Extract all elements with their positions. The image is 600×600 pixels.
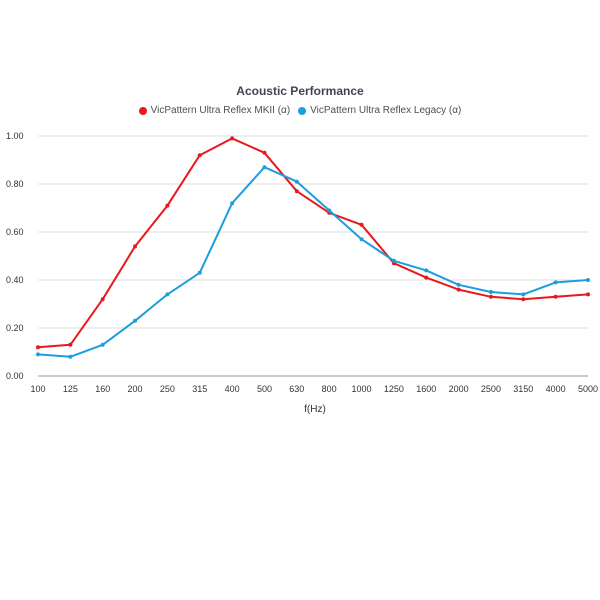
x-tick-label-0: 100: [30, 384, 45, 394]
series-1-point-12: [424, 268, 429, 273]
series-1-point-0: [36, 352, 40, 357]
series-0-point-17: [586, 292, 590, 297]
x-tick-label-2: 160: [95, 384, 110, 394]
series-1-point-15: [521, 292, 526, 297]
y-tick-label-2: 0.40: [6, 275, 24, 285]
series-1-point-4: [165, 292, 170, 297]
series-0-point-0: [36, 345, 40, 350]
series-0-point-8: [294, 189, 299, 194]
series-0-point-12: [424, 275, 429, 280]
x-tick-label-5: 315: [192, 384, 207, 394]
series-0-point-1: [68, 342, 73, 347]
series-0-point-7: [262, 150, 267, 155]
chart-title: Acoustic Performance: [236, 84, 364, 98]
x-tick-label-15: 3150: [513, 384, 533, 394]
series-1-point-8: [294, 179, 299, 184]
legend-label-legacy: VicPattern Ultra Reflex Legacy (α): [310, 105, 462, 116]
series-1-point-16: [553, 280, 558, 285]
series-line-1: [37, 166, 589, 358]
series-1-point-2: [100, 342, 105, 347]
series-1-point-17: [586, 278, 590, 282]
legend-item-mkii[interactable]: VicPattern Ultra Reflex MKII (α): [138, 105, 291, 116]
x-axis-label: f(Hz): [304, 404, 326, 415]
legend-dot-legacy: [298, 106, 307, 115]
y-tick-label-1: 0.20: [6, 323, 24, 333]
x-tick-label-4: 250: [160, 384, 175, 394]
y-tick-label-5: 1.00: [6, 131, 24, 141]
series-1-point-5: [197, 270, 202, 275]
series-1-point-10: [359, 237, 364, 242]
x-tick-label-11: 1250: [384, 384, 404, 394]
series-line-0: [37, 137, 589, 349]
series-1-point-9: [327, 208, 332, 213]
legend-label-mkii: VicPattern Ultra Reflex MKII (α): [150, 105, 291, 116]
x-tick-label-10: 1000: [352, 384, 372, 394]
x-tick-label-1: 125: [63, 384, 78, 394]
x-tick-label-8: 630: [289, 384, 304, 394]
series-0-point-13: [456, 287, 461, 292]
legend: VicPattern Ultra Reflex MKII (α) VicPatt…: [0, 105, 600, 116]
y-tick-label-4: 0.80: [6, 179, 24, 189]
series-1-point-6: [230, 201, 235, 206]
series-1-point-11: [391, 258, 396, 263]
legend-item-legacy[interactable]: VicPattern Ultra Reflex Legacy (α): [298, 105, 461, 116]
x-tick-label-7: 500: [257, 384, 272, 394]
series-0-point-5: [197, 153, 202, 158]
series-0-point-10: [359, 222, 364, 227]
series-0-point-2: [100, 297, 105, 302]
x-tick-label-13: 2000: [449, 384, 469, 394]
series-1-point-1: [68, 354, 73, 359]
x-tick-label-12: 1600: [416, 384, 436, 394]
x-tick-label-16: 4000: [546, 384, 566, 394]
series-1-point-3: [133, 318, 138, 323]
y-tick-label-0: 0.00: [6, 371, 24, 381]
legend-dot-mkii: [138, 106, 147, 115]
series-1-point-7: [262, 165, 267, 170]
series-1-point-13: [456, 282, 461, 287]
series-0-point-16: [553, 294, 558, 299]
x-tick-label-17: 5000: [578, 384, 598, 394]
series-0-point-15: [521, 297, 526, 302]
series-0-point-4: [165, 203, 170, 208]
x-tick-label-14: 2500: [481, 384, 501, 394]
series-0-point-14: [488, 294, 493, 299]
x-tick-label-6: 400: [225, 384, 240, 394]
series-1-point-14: [488, 290, 493, 294]
series-0-point-6: [230, 136, 235, 141]
x-tick-label-9: 800: [322, 384, 337, 394]
y-tick-label-3: 0.60: [6, 227, 24, 237]
x-tick-label-3: 200: [128, 384, 143, 394]
series-0-point-3: [133, 244, 138, 249]
